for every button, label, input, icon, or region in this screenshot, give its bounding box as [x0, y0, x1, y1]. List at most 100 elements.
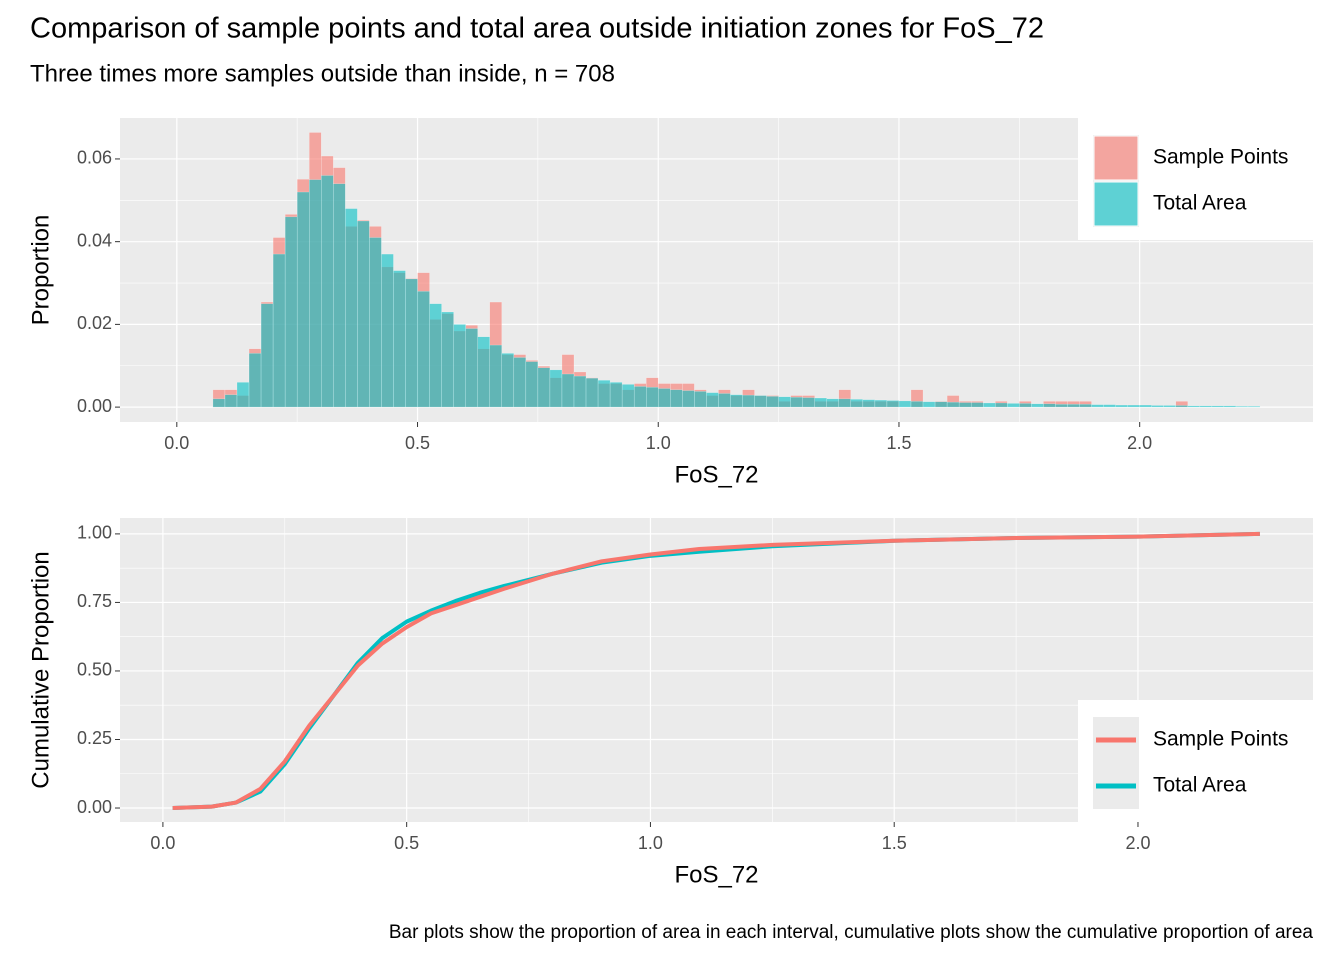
x-tick-label: 1.0 [646, 433, 671, 453]
bar [1091, 404, 1104, 408]
bar [742, 394, 755, 408]
bar [405, 278, 418, 408]
bar [1187, 405, 1201, 408]
bar [248, 353, 262, 408]
bar [321, 175, 334, 408]
y-tick-label: 0.00 [77, 396, 112, 416]
bar [477, 336, 490, 408]
y-tick-label: 0.25 [77, 728, 112, 748]
bar [501, 353, 515, 408]
bar [1055, 404, 1068, 408]
y-tick-label: 0.06 [77, 148, 112, 168]
y-tick-label: 0.00 [77, 797, 112, 817]
y-tick-label: 0.02 [77, 313, 112, 333]
bar [296, 191, 310, 408]
bar [898, 400, 912, 408]
bar [922, 401, 936, 408]
y-tick-label: 0.04 [77, 230, 112, 250]
bar [802, 397, 815, 408]
bar [970, 402, 984, 408]
bar [1151, 405, 1164, 408]
bar [1007, 403, 1020, 408]
bar [730, 394, 743, 408]
bar [1211, 405, 1225, 408]
y-tick-label: 1.00 [77, 523, 112, 543]
bar [778, 396, 791, 408]
chart-subtitle: Three times more samples outside than in… [30, 60, 615, 87]
bar [790, 396, 803, 408]
x-axis-title: FoS_72 [674, 461, 758, 488]
bar [309, 179, 322, 408]
y-axis-title: Cumulative Proportion [27, 551, 54, 788]
bar [489, 344, 502, 408]
bar [658, 388, 671, 408]
bar [585, 377, 599, 408]
bar [465, 328, 478, 408]
bar [381, 253, 394, 408]
bar [983, 402, 996, 408]
bar [441, 311, 454, 408]
bar [1127, 404, 1140, 408]
bar [1247, 406, 1261, 408]
bar [549, 369, 563, 408]
bar [417, 291, 430, 408]
bar [826, 398, 839, 408]
bar [1031, 403, 1044, 408]
x-tick-label: 0.0 [150, 833, 175, 853]
bar [1223, 405, 1237, 408]
chart-title: Comparison of sample points and total ar… [30, 13, 1044, 45]
bar [573, 375, 587, 408]
bar [766, 396, 779, 408]
bar [646, 387, 659, 408]
bar [1067, 404, 1080, 408]
x-tick-label: 1.5 [882, 833, 907, 853]
bar [670, 389, 683, 408]
bar [838, 398, 852, 408]
bar [814, 397, 827, 408]
bar [537, 367, 551, 408]
bar [1175, 405, 1189, 408]
bar [1043, 403, 1056, 408]
legend-key [1093, 181, 1139, 227]
bar [1163, 405, 1176, 408]
bar [621, 384, 635, 408]
bar [284, 216, 298, 408]
bar [850, 399, 864, 408]
legend-label: Sample Points [1153, 146, 1288, 169]
x-tick-label: 0.5 [405, 433, 430, 453]
bar [260, 303, 274, 408]
bar [429, 303, 442, 408]
x-tick-label: 0.5 [394, 833, 419, 853]
bar [212, 398, 226, 408]
legend-label: Total Area [1153, 192, 1247, 215]
bar [1019, 403, 1032, 408]
bar [1235, 406, 1249, 408]
line [172, 531, 1260, 811]
bar [934, 401, 948, 408]
x-axis-title: FoS_72 [674, 861, 758, 888]
legend-label: Sample Points [1153, 728, 1288, 751]
bar [513, 357, 527, 408]
legend-label: Total Area [1153, 774, 1247, 797]
y-tick-label: 0.50 [77, 660, 112, 680]
bar [910, 401, 924, 408]
bar [682, 390, 695, 408]
bar [525, 361, 539, 408]
bar [609, 382, 623, 408]
bar [995, 402, 1008, 408]
bar [369, 237, 382, 408]
bar [754, 395, 767, 408]
y-axis-title: Proportion [27, 215, 54, 326]
bar [694, 391, 707, 408]
bar [1139, 404, 1152, 408]
x-tick-label: 1.5 [886, 433, 911, 453]
bar [1199, 405, 1213, 408]
bar [718, 393, 731, 408]
caption: Bar plots show the proportion of area in… [389, 922, 1314, 943]
bar [224, 394, 238, 408]
legend-key [1093, 135, 1139, 181]
bar [706, 392, 719, 408]
bar [345, 208, 358, 408]
bar [886, 400, 900, 408]
